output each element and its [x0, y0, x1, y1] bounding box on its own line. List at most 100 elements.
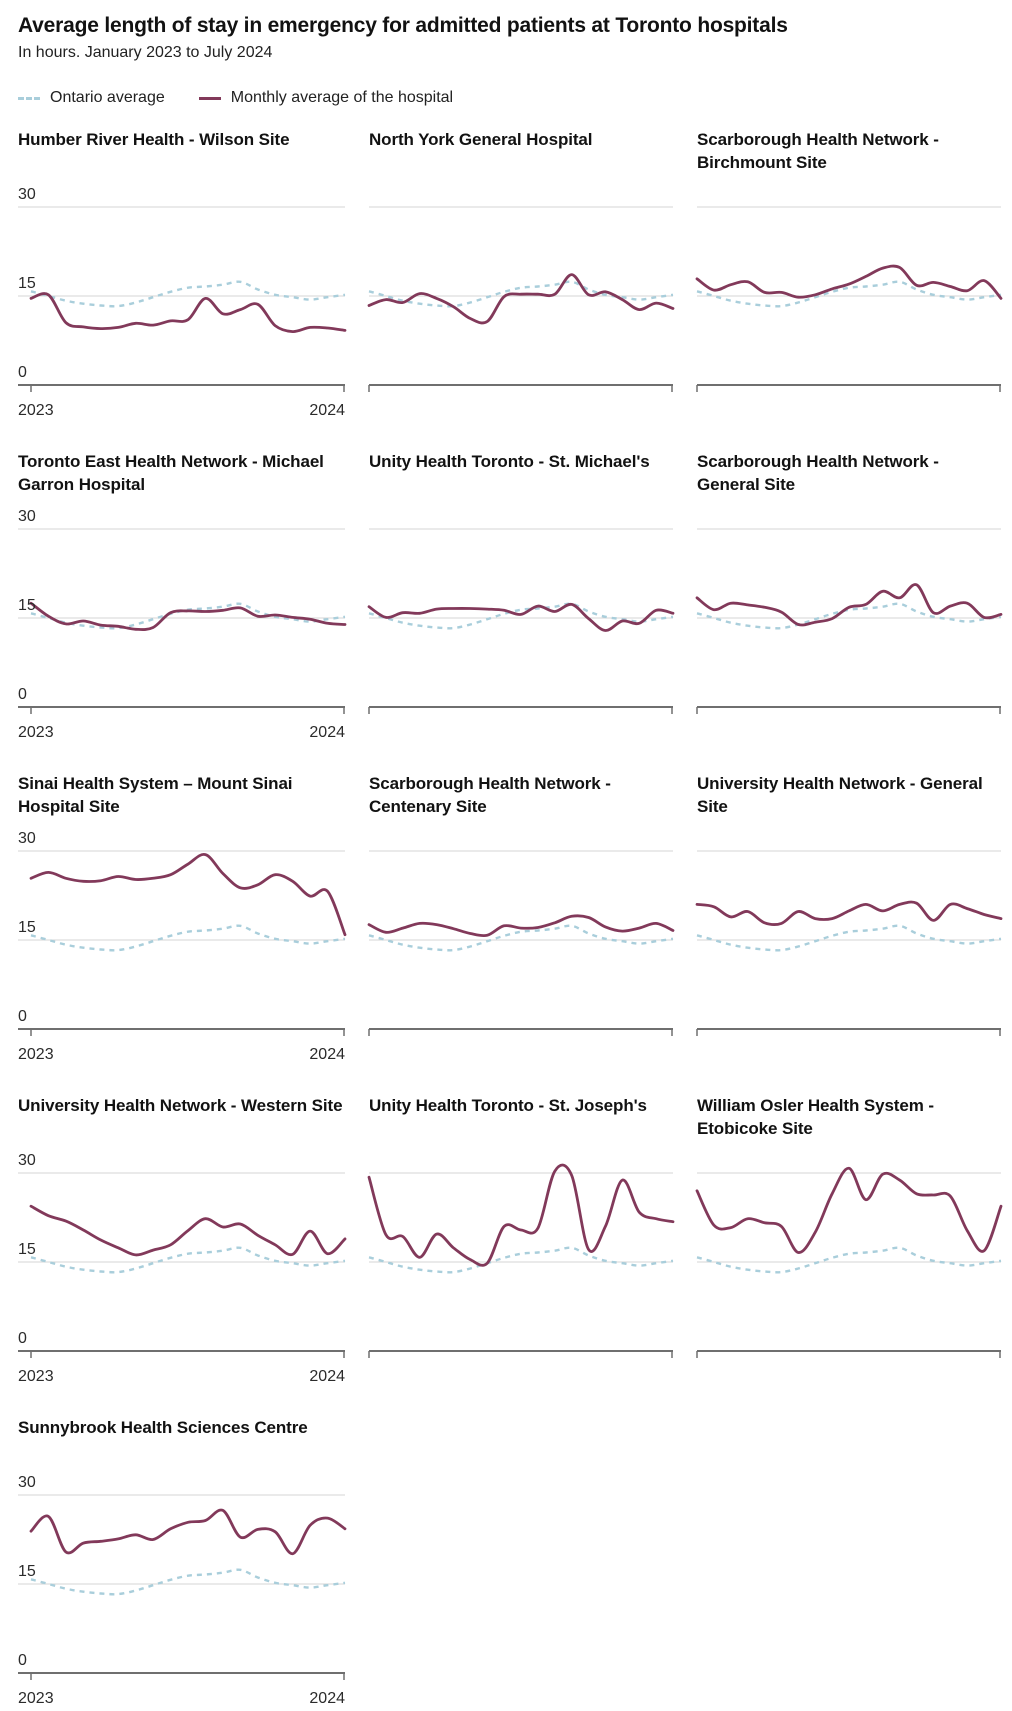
- x-axis-tick-label-end: 2024: [309, 1690, 345, 1708]
- ontario-average-line: [696, 924, 1002, 952]
- x-axis-tick-label-start: 2023: [18, 724, 54, 742]
- line-chart-svg: [695, 850, 1003, 1037]
- chart-title: Scarborough Health Network - Centenary S…: [369, 774, 611, 816]
- y-axis-tick-label: 30: [18, 508, 36, 526]
- ontario-average-line: [30, 924, 346, 952]
- line-chart-svg: [18, 850, 347, 1037]
- x-axis-labels: 2023 2024: [18, 1041, 345, 1067]
- ontario-average-line: [368, 924, 674, 952]
- x-axis-tick-label-start: 2023: [18, 1690, 54, 1708]
- hospital-average-line: [367, 914, 675, 938]
- chart-title: Humber River Health - Wilson Site: [18, 130, 290, 150]
- chart-plot-area: [695, 1167, 1003, 1363]
- hospital-average-line: [695, 1167, 1003, 1255]
- line-chart-svg: [18, 206, 347, 393]
- legend-label: Ontario average: [50, 89, 165, 107]
- y-axis-tick-label: 0: [18, 364, 27, 382]
- x-axis-tick-label-end: 2024: [309, 1046, 345, 1064]
- chart-cell: University Health Network - Western Site…: [18, 1095, 347, 1389]
- ontario-average-line: [368, 280, 674, 308]
- x-axis-labels: 2023 2024: [18, 397, 345, 423]
- legend-label: Monthly average of the hospital: [230, 89, 454, 107]
- chart-title: Sinai Health System – Mount Sinai Hospit…: [18, 774, 293, 816]
- x-axis-tick-label-start: 2023: [18, 402, 54, 420]
- line-chart-svg: [367, 1163, 675, 1359]
- chart-plot-area: 30 15 0: [18, 831, 347, 1041]
- ontario-average-line: [696, 602, 1002, 630]
- chart-title: Sunnybrook Health Sciences Centre: [18, 1418, 308, 1438]
- chart-title: Scarborough Health Network - Birchmount …: [697, 130, 939, 172]
- ontario-average-line: [696, 280, 1002, 308]
- y-axis-tick-label: 0: [18, 1330, 27, 1348]
- chart-plot-area: 30 15 0: [18, 509, 347, 719]
- page-title: Average length of stay in emergency for …: [18, 14, 788, 37]
- hospital-average-line: [29, 1204, 347, 1257]
- chart-title: Unity Health Toronto - St. Michael's: [369, 452, 650, 472]
- chart-cell: Scarborough Health Network - Centenary S…: [367, 773, 675, 1067]
- hospital-average-line: [29, 853, 347, 937]
- x-axis-labels: [369, 1363, 673, 1389]
- hospital-average-line: [29, 292, 347, 334]
- x-axis-labels: [697, 719, 1001, 745]
- x-axis-tick-label-start: 2023: [18, 1368, 54, 1386]
- x-axis-tick-label-end: 2024: [309, 1368, 345, 1386]
- x-axis-labels: [369, 719, 673, 745]
- y-axis-tick-label: 30: [18, 1474, 36, 1492]
- ontario-average-line: [30, 1246, 346, 1274]
- chart-cell: Sinai Health System – Mount Sinai Hospit…: [18, 773, 347, 1067]
- y-axis-tick-label: 15: [18, 1563, 36, 1581]
- chart-plot-area: [367, 849, 675, 1041]
- hospital-average-line: [367, 1163, 675, 1267]
- legend-item-hospital: Monthly average of the hospital: [198, 89, 454, 107]
- chart-title: Scarborough Health Network - General Sit…: [697, 452, 939, 494]
- legend: Ontario average Monthly average of the h…: [18, 89, 1002, 107]
- hospital-average-line: [695, 583, 1003, 627]
- x-axis-labels: 2023 2024: [18, 1685, 345, 1711]
- chart-plot-area: [695, 205, 1003, 397]
- chart-cell: Unity Health Toronto - St. Joseph's: [367, 1095, 675, 1389]
- line-chart-svg: [367, 206, 675, 393]
- hospital-solid-line-icon: [198, 96, 221, 100]
- y-axis-tick-label: 15: [18, 919, 36, 937]
- chart-plot-area: 30 15 0: [18, 1475, 347, 1685]
- chart-plot-area: [367, 527, 675, 719]
- y-axis-tick-label: 30: [18, 186, 36, 204]
- line-chart-svg: [367, 528, 675, 715]
- y-axis-tick-label: 30: [18, 1152, 36, 1170]
- x-axis-tick-label-end: 2024: [309, 724, 345, 742]
- x-axis-labels: [369, 397, 673, 423]
- chart-plot-area: [695, 849, 1003, 1041]
- chart-cell: Sunnybrook Health Sciences Centre 30 15 0 20…: [18, 1417, 347, 1711]
- line-chart-svg: [18, 528, 347, 715]
- hospital-average-line: [29, 601, 347, 632]
- line-chart-svg: [695, 528, 1003, 715]
- hospital-average-line: [695, 900, 1003, 927]
- ontario-average-line: [696, 1246, 1002, 1274]
- line-chart-svg: [695, 1167, 1003, 1359]
- x-axis-labels: [697, 397, 1001, 423]
- chart-cell: Unity Health Toronto - St. Michael's: [367, 451, 675, 745]
- x-axis-labels: 2023 2024: [18, 1363, 345, 1389]
- y-axis-tick-label: 0: [18, 1652, 27, 1670]
- chart-cell: North York General Hospital: [367, 129, 675, 423]
- line-chart-svg: [367, 850, 675, 1037]
- ontario-average-line: [30, 280, 346, 308]
- chart-title: University Health Network - General Site: [697, 774, 983, 816]
- charts-grid: Humber River Health - Wilson Site 30 15 0 20…: [18, 129, 1003, 1711]
- ontario-average-line: [368, 1246, 674, 1274]
- chart-plot-area: 30 15 0: [18, 187, 347, 397]
- chart-cell: William Osler Health System - Etobicoke …: [695, 1095, 1003, 1389]
- hospital-average-line: [695, 264, 1003, 300]
- chart-plot-area: [695, 527, 1003, 719]
- chart-title: Unity Health Toronto - St. Joseph's: [369, 1096, 647, 1116]
- chart-cell: Scarborough Health Network - General Sit…: [695, 451, 1003, 745]
- hospital-average-line: [367, 273, 675, 325]
- chart-title: Toronto East Health Network - Michael Ga…: [18, 452, 324, 494]
- x-axis-labels: [369, 1041, 673, 1067]
- page-subtitle: In hours. January 2023 to July 2024: [18, 44, 273, 62]
- line-chart-svg: [695, 206, 1003, 393]
- line-chart-svg: [18, 1172, 347, 1359]
- chart-plot-area: 30 15 0: [18, 1153, 347, 1363]
- ontario-average-line: [30, 602, 346, 630]
